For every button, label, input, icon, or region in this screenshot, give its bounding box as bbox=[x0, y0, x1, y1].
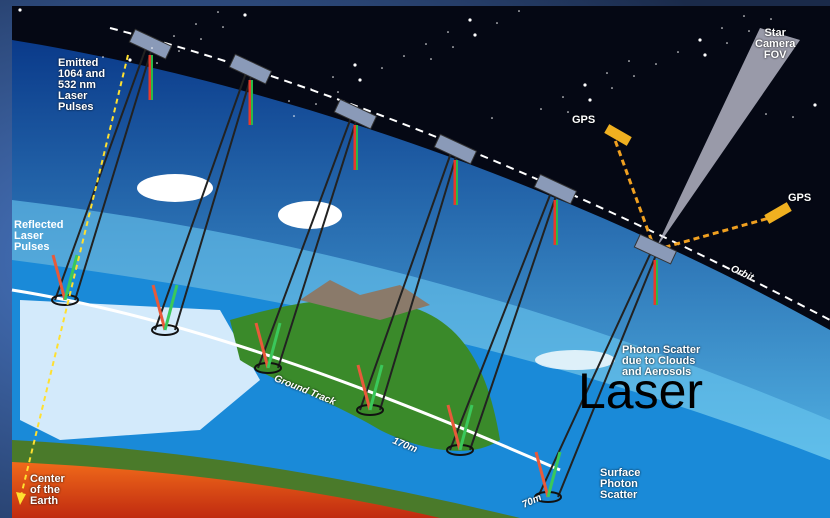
surface-photon-scatter-label: Surface Photon Scatter bbox=[600, 467, 641, 501]
satellite-beam-group bbox=[151, 53, 273, 336]
star bbox=[243, 13, 247, 17]
star bbox=[606, 72, 608, 74]
star bbox=[473, 33, 477, 37]
star bbox=[633, 75, 635, 77]
star bbox=[813, 103, 817, 107]
cloud-1 bbox=[137, 174, 213, 202]
star bbox=[310, 88, 312, 90]
star bbox=[332, 76, 334, 78]
gps-link-right bbox=[654, 213, 781, 252]
star bbox=[358, 78, 362, 82]
star-camera-fov-label: Star Camera FOV bbox=[755, 27, 796, 61]
star-camera-fov-cone bbox=[655, 28, 800, 250]
star bbox=[178, 50, 180, 52]
star bbox=[562, 96, 564, 98]
star bbox=[698, 38, 702, 42]
laser-beams bbox=[51, 28, 678, 503]
star bbox=[447, 31, 449, 33]
star bbox=[496, 22, 498, 24]
satellite-beam-group bbox=[51, 28, 173, 306]
center-arrow-icon bbox=[16, 492, 26, 505]
star bbox=[293, 115, 295, 117]
satellite-beam-group bbox=[356, 133, 478, 416]
star bbox=[611, 87, 613, 89]
star bbox=[217, 11, 219, 13]
star bbox=[156, 62, 158, 64]
star bbox=[748, 30, 750, 32]
star bbox=[721, 27, 723, 29]
emitted-pulses-label: Emitted 1064 and 532 nm Laser Pulses bbox=[58, 57, 106, 113]
star bbox=[381, 67, 383, 69]
star bbox=[628, 60, 630, 62]
earth-core bbox=[12, 462, 440, 518]
star bbox=[430, 58, 432, 60]
center-of-earth-line bbox=[19, 54, 129, 501]
stars bbox=[18, 8, 817, 119]
ground-track-line bbox=[11, 288, 561, 472]
star bbox=[583, 83, 587, 87]
star bbox=[726, 42, 728, 44]
star bbox=[765, 113, 767, 115]
photon-scatter-label: Photon Scatter due to Clouds and Aerosol… bbox=[622, 344, 701, 378]
star bbox=[200, 38, 202, 40]
gps-left-label: GPS bbox=[572, 114, 596, 126]
star bbox=[315, 103, 317, 105]
land-mass bbox=[230, 299, 500, 451]
star bbox=[540, 108, 542, 110]
gps-satellite-left-icon bbox=[604, 124, 632, 146]
star bbox=[425, 43, 427, 45]
satellite-beam-group bbox=[446, 173, 578, 456]
star bbox=[743, 15, 745, 17]
star bbox=[403, 55, 405, 57]
star bbox=[353, 63, 357, 67]
star bbox=[703, 53, 707, 57]
star bbox=[337, 91, 339, 93]
star bbox=[128, 58, 132, 62]
star bbox=[655, 63, 657, 65]
star bbox=[518, 10, 520, 12]
star bbox=[770, 18, 772, 20]
star bbox=[677, 51, 679, 53]
mountains bbox=[300, 280, 430, 320]
gps-satellite-right-icon bbox=[764, 202, 792, 224]
star bbox=[288, 100, 290, 102]
center-of-earth-label: Center of the Earth bbox=[30, 473, 65, 507]
gps-right-label: GPS bbox=[788, 192, 812, 204]
satellite-beam-group bbox=[534, 233, 678, 503]
star bbox=[222, 26, 224, 28]
star bbox=[173, 35, 175, 37]
star bbox=[491, 117, 493, 119]
satellite-beam-group bbox=[254, 98, 378, 374]
star bbox=[468, 18, 472, 22]
cloud-2 bbox=[278, 201, 342, 229]
star bbox=[567, 111, 569, 113]
laser-overlay-text: Laser bbox=[578, 363, 704, 419]
cloud-3 bbox=[535, 350, 615, 370]
reflected-pulses-label: Reflected Laser Pulses bbox=[14, 219, 64, 253]
star bbox=[102, 56, 104, 58]
star bbox=[452, 46, 454, 48]
star bbox=[18, 8, 22, 12]
star bbox=[195, 23, 197, 25]
star bbox=[588, 98, 592, 102]
star bbox=[792, 116, 794, 118]
star bbox=[151, 47, 153, 49]
